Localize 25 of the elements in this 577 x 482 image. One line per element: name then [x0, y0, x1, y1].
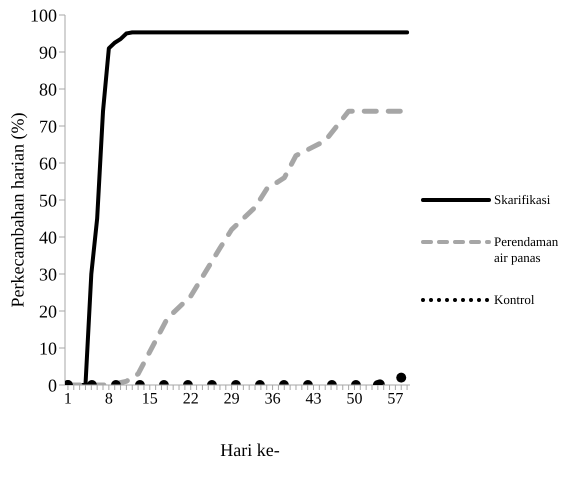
text: Skarifikasi	[494, 192, 552, 208]
y-axis-title: Perkecambahan harian (%)	[8, 112, 28, 308]
y-tick-label: 10	[39, 338, 57, 358]
y-tick-label: 50	[39, 190, 57, 210]
x-tick-label: 15	[142, 390, 158, 408]
x-tick-label: 36	[264, 390, 281, 408]
text: Perendaman air panas	[494, 234, 560, 266]
y-tick-label: 0	[48, 375, 57, 396]
text: Kontrol	[494, 292, 536, 308]
y-tick-label: 40	[39, 227, 57, 248]
y-tick-label: 70	[39, 116, 57, 136]
x-axis-title: Hari ke-	[219, 440, 281, 461]
y-tick-label: 30	[39, 264, 57, 284]
y-tick-label: 20	[39, 301, 57, 322]
x-tick-label: 57	[387, 390, 404, 408]
x-tick-label: 1	[64, 390, 72, 408]
x-tick-label: 22	[182, 390, 199, 408]
y-tick-label: 80	[39, 79, 57, 100]
x-tick-label: 8	[104, 390, 113, 408]
x-tick-label: 43	[306, 390, 322, 408]
y-tick-label: 60	[39, 153, 57, 174]
x-tick-label: 50	[346, 390, 362, 408]
y-tick-label: 90	[39, 42, 57, 62]
y-tick-label: 100	[30, 5, 57, 26]
x-tick-label: 29	[224, 390, 240, 408]
